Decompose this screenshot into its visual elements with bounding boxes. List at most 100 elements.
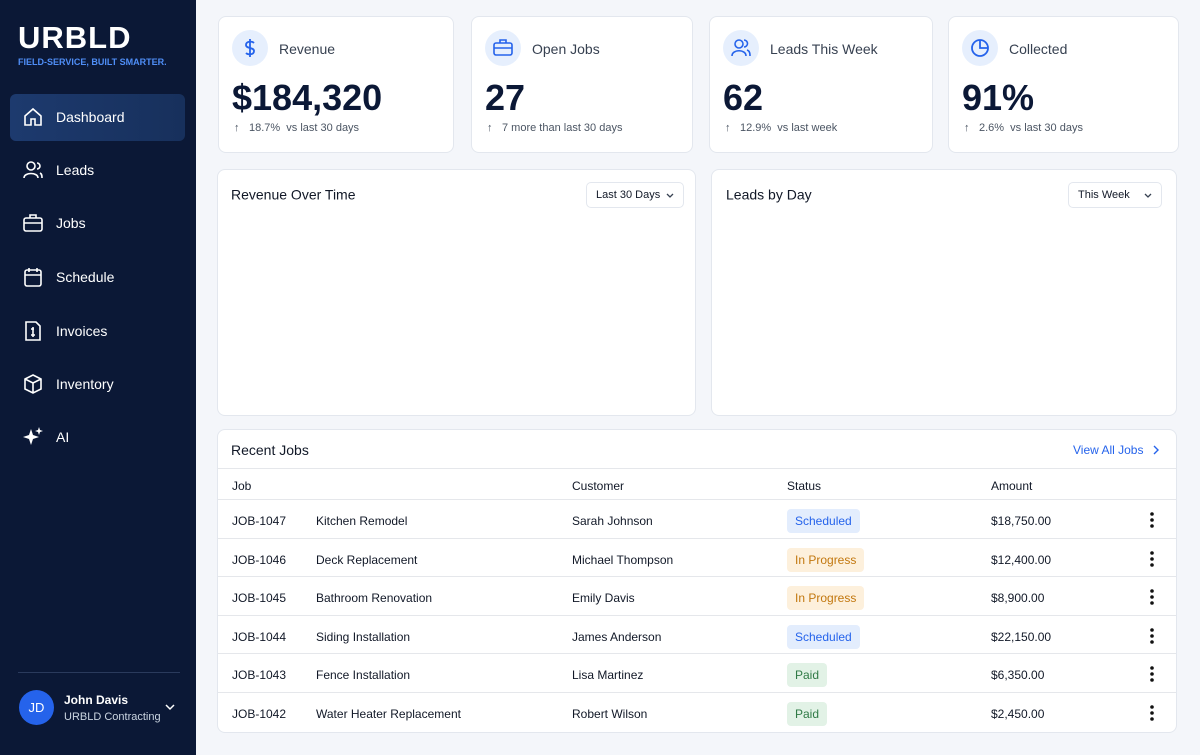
row-menu[interactable] xyxy=(1148,511,1156,529)
amount: $22,150.00 xyxy=(991,629,1052,644)
amount: $8,900.00 xyxy=(991,591,1045,605)
column-header: Customer xyxy=(572,479,625,493)
job-description: Siding Installation xyxy=(316,629,411,644)
bar-chart: Leads by Day xyxy=(726,187,812,203)
kpi-icon xyxy=(962,30,998,66)
column-header: Status xyxy=(787,479,822,493)
amount: $18,750.00 xyxy=(991,514,1052,528)
nav-item[interactable]: Invoices xyxy=(10,308,185,355)
nav-label: Schedule xyxy=(56,269,115,285)
arrow: ↑ xyxy=(964,122,970,134)
kpi-icon xyxy=(485,30,521,66)
status-pill: Paid xyxy=(787,663,828,687)
row-divider xyxy=(218,537,1176,539)
arrow: ↑ xyxy=(725,122,731,134)
kpi-change: 12.9% vs last week xyxy=(740,122,838,134)
avatar: JD xyxy=(19,690,54,725)
job-id: JOB-1044 xyxy=(232,629,287,644)
kpi-card: Collected 91% ↑ 2.6% vs last 30 days xyxy=(948,16,1179,153)
customer: Sarah Johnson xyxy=(572,514,653,528)
job-id: JOB-1047 xyxy=(232,514,287,528)
row-menu[interactable] xyxy=(1148,704,1156,722)
row-divider xyxy=(218,691,1176,693)
row-menu[interactable] xyxy=(1148,627,1156,645)
row-divider xyxy=(218,499,1176,500)
kpi-icon xyxy=(723,30,759,66)
kpi-value: $184,320 xyxy=(232,77,383,118)
chart-title: Revenue Over Time xyxy=(231,187,356,203)
user-name: John Davis xyxy=(64,693,129,707)
nav-label: Inventory xyxy=(56,376,114,392)
column-header: Amount xyxy=(991,479,1033,493)
job-description: Kitchen Remodel xyxy=(316,514,408,528)
status-pill: In Progress xyxy=(787,547,865,572)
brand-tagline: FIELD-SERVICE, BUILT SMARTER. xyxy=(18,57,167,67)
table-title: Recent Jobs xyxy=(231,442,309,458)
row-divider xyxy=(218,614,1176,616)
divider xyxy=(218,468,1176,469)
nav-item[interactable]: Inventory xyxy=(10,361,185,408)
job-description: Bathroom Renovation xyxy=(316,591,433,605)
amount: $6,350.00 xyxy=(991,668,1045,682)
nav-item[interactable]: AI xyxy=(10,414,185,461)
row-menu[interactable] xyxy=(1148,665,1156,683)
view-all-link[interactable]: View All Jobs xyxy=(1073,443,1144,457)
chart-card: This Week05101520MonTueWedThuFriSatSun L… xyxy=(711,169,1177,416)
status-pill: Paid xyxy=(787,701,828,726)
nav-label: Leads xyxy=(56,162,95,178)
kpi-card: Leads This Week 62 ↑ 12.9% vs last week xyxy=(709,16,933,153)
kpi-card: Revenue $184,320 ↑ 18.7% vs last 30 days xyxy=(218,16,454,153)
chart-card: Last 30 Days$0$50K$100K$150K$200KApr 24M… xyxy=(217,169,696,416)
job-description: Fence Installation xyxy=(316,668,411,682)
kpi-label: Open Jobs xyxy=(532,41,600,57)
chevron xyxy=(1153,445,1159,455)
kpi-value: 27 xyxy=(485,77,526,118)
customer: Lisa Martinez xyxy=(572,668,644,682)
nav-item[interactable]: Leads xyxy=(10,147,185,194)
kpi-value: 91% xyxy=(962,77,1035,118)
nav-item[interactable]: Schedule xyxy=(10,254,185,301)
sidebar: URBLD FIELD-SERVICE, BUILT SMARTER. Dash… xyxy=(0,0,196,755)
kpi-value: 62 xyxy=(723,77,764,118)
amount: $12,400.00 xyxy=(991,552,1052,567)
chart-title: Leads by Day xyxy=(726,187,812,203)
table-card: Recent Jobs View All Jobs Job Customer S… xyxy=(217,429,1177,733)
dropdown-label: This Week xyxy=(1078,189,1130,201)
nav-item[interactable]: Jobs xyxy=(10,200,185,247)
kpi-label: Collected xyxy=(1009,41,1068,57)
row-menu[interactable] xyxy=(1148,550,1156,568)
kpi-change: 7 more than last 30 days xyxy=(502,122,623,134)
arrow: ↑ xyxy=(234,122,240,134)
row-menu[interactable] xyxy=(1148,588,1156,606)
job-id: JOB-1046 xyxy=(232,552,287,567)
dropdown[interactable]: Last 30 Days$0$50K$100K$150K$200KApr 24M… xyxy=(586,182,684,208)
kpi-label: Revenue xyxy=(279,41,336,57)
nav-item[interactable]: Dashboard xyxy=(10,94,185,141)
status-pill: Scheduled xyxy=(787,509,860,533)
status-pill: In Progress xyxy=(787,586,865,610)
kpi-label: Leads This Week xyxy=(770,41,878,57)
job-description: Deck Replacement xyxy=(316,552,418,567)
row-divider xyxy=(218,576,1176,577)
nav-label: Invoices xyxy=(56,323,108,339)
kpi-icon xyxy=(232,30,268,66)
dropdown[interactable]: This Week05101520MonTueWedThuFriSatSun xyxy=(1068,182,1162,208)
job-description: Water Heater Replacement xyxy=(316,706,461,721)
user-company: URBLD Contracting xyxy=(64,711,161,723)
line-chart: Revenue Over Time xyxy=(231,187,356,203)
row-divider xyxy=(218,653,1176,654)
customer: James Anderson xyxy=(572,629,662,644)
chevron[interactable] xyxy=(164,702,176,712)
kpi-change: 18.7% vs last 30 days xyxy=(249,122,360,134)
customer: Emily Davis xyxy=(572,591,635,605)
nav-label: AI xyxy=(56,429,70,445)
job-id: JOB-1043 xyxy=(232,668,287,682)
nav-label: Dashboard xyxy=(56,109,125,125)
kpi-card: Open Jobs 27 ↑ 7 more than last 30 days xyxy=(471,16,693,153)
customer: Michael Thompson xyxy=(572,552,674,567)
customer: Robert Wilson xyxy=(572,706,648,721)
amount: $2,450.00 xyxy=(991,706,1045,721)
job-id: JOB-1042 xyxy=(232,706,287,721)
nav-label: Jobs xyxy=(56,215,86,231)
